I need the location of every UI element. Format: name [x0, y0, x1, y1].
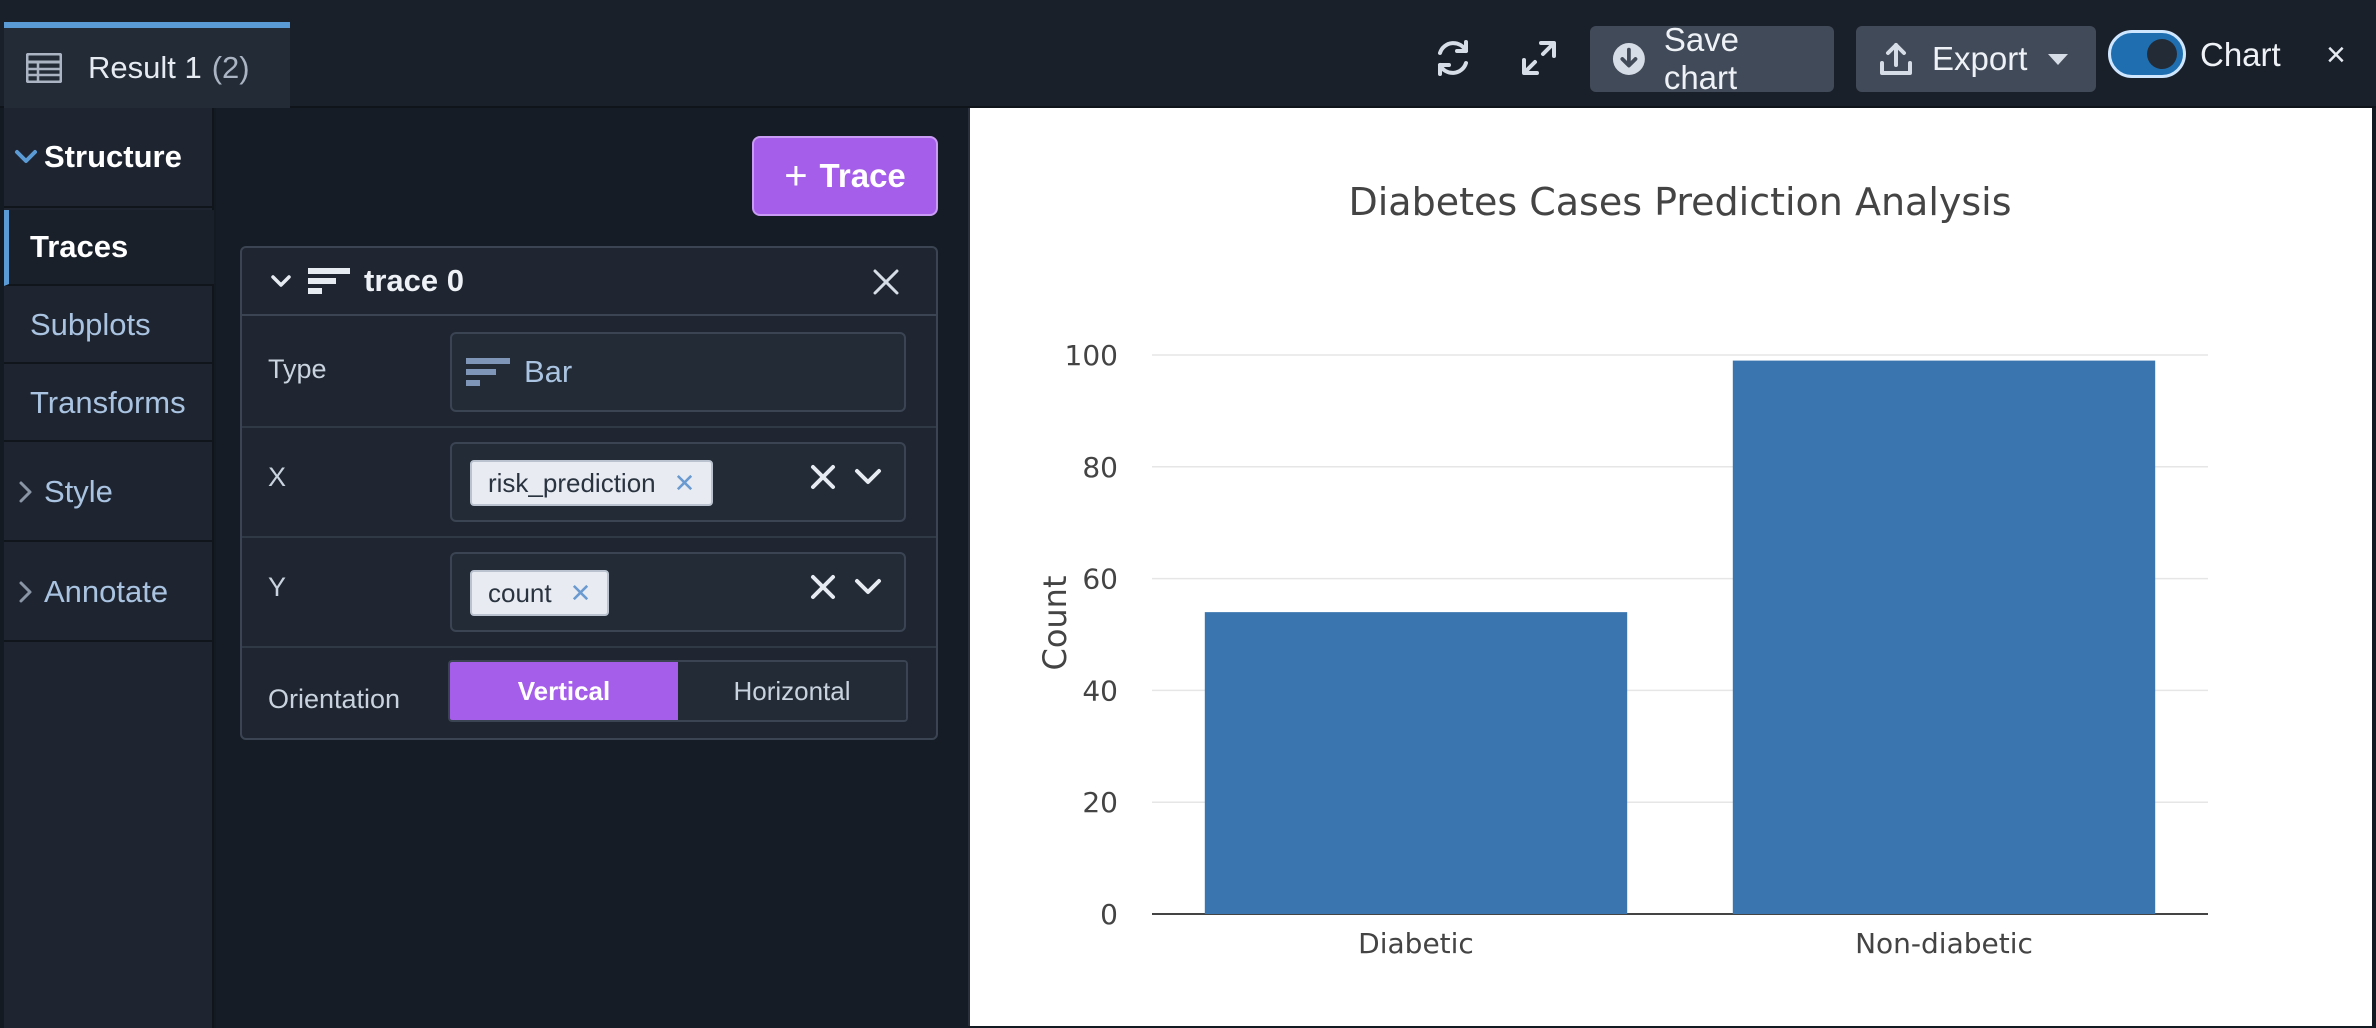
sidebar-structure-label: Structure — [44, 139, 182, 174]
download-circle-icon — [1612, 43, 1645, 75]
clear-icon[interactable] — [810, 464, 836, 490]
chip-remove-icon[interactable]: ✕ — [673, 467, 696, 498]
expand-button[interactable] — [1511, 30, 1567, 86]
type-label: Type — [268, 354, 327, 384]
bar-chart-horizontal-icon — [308, 268, 350, 294]
close-icon[interactable]: × — [2326, 36, 2346, 74]
sidebar-section-annotate[interactable]: Annotate — [4, 544, 214, 642]
sidebar-annotate-label: Annotate — [44, 574, 169, 609]
orientation-vertical[interactable]: Vertical — [450, 662, 678, 720]
sidebar-item-transforms[interactable]: Transforms — [4, 366, 214, 442]
chevron-down-icon — [15, 150, 37, 163]
export-label: Export — [1932, 40, 2028, 77]
type-value: Bar — [524, 354, 573, 389]
x-tick-labels: Diabetic Non-diabetic — [1358, 927, 2033, 960]
trace-header[interactable]: trace 0 — [242, 248, 936, 316]
toggle-knob — [2147, 39, 2177, 69]
chart-title: Diabetes Cases Prediction Analysis — [1348, 180, 2011, 224]
y-axis-label: Count — [1036, 575, 1074, 670]
top-bar: Result 1 (2) Save chart — [0, 0, 2376, 108]
y-tick-label: 80 — [1082, 451, 1118, 484]
x-label: X — [268, 462, 287, 492]
bar-diabetic[interactable] — [1204, 612, 1628, 914]
trace-name: trace 0 — [364, 263, 464, 298]
sidebar-style-label: Style — [44, 474, 113, 509]
export-button[interactable]: Export — [1856, 26, 2096, 92]
y-tick-labels: 0 20 40 60 80 100 — [1065, 339, 1118, 931]
trace-card: trace 0 Type Bar X risk_p — [240, 246, 938, 740]
x-column-select[interactable]: risk_prediction ✕ — [450, 442, 906, 522]
upload-icon — [1880, 43, 1912, 75]
y-label: Y — [268, 572, 287, 602]
y-tick-label: 60 — [1082, 563, 1118, 596]
chart-pane: Diabetes Cases Prediction Analysis Count… — [968, 108, 2372, 1026]
y-value: count — [488, 577, 552, 608]
result-tab[interactable]: Result 1 (2) — [4, 22, 290, 108]
y-tick-label: 20 — [1082, 786, 1118, 819]
chevron-down-icon[interactable] — [854, 468, 882, 486]
bar-non-diabetic[interactable] — [1732, 360, 2156, 915]
chart-bars — [1204, 360, 2156, 915]
save-chart-button[interactable]: Save chart — [1590, 21, 1834, 96]
sidebar-item-label: Transforms — [30, 385, 186, 420]
sidebar: Structure Traces Subplots Transforms Sty… — [4, 108, 214, 1028]
chip-remove-icon[interactable]: ✕ — [569, 577, 592, 608]
orientation-row: Orientation Vertical Horizontal — [242, 648, 936, 738]
add-trace-label: Trace — [819, 157, 906, 194]
sidebar-item-label: Subplots — [30, 307, 151, 342]
bar-chart-horizontal-icon — [466, 358, 510, 386]
y-tick-label: 100 — [1065, 339, 1118, 372]
type-row: Type Bar — [242, 318, 936, 428]
y-value-chip: count ✕ — [470, 570, 610, 616]
tab-title: Result 1 — [88, 50, 202, 85]
y-row: Y count ✕ — [242, 538, 936, 648]
sidebar-item-subplots[interactable]: Subplots — [4, 288, 214, 364]
orientation-horizontal[interactable]: Horizontal — [678, 662, 906, 720]
orientation-toggle: Vertical Horizontal — [448, 660, 908, 722]
clear-icon[interactable] — [810, 574, 836, 600]
chevron-right-icon — [19, 481, 32, 503]
caret-down-icon — [2048, 54, 2069, 65]
type-selector[interactable]: Bar — [450, 332, 906, 412]
x-row: X risk_prediction ✕ — [242, 428, 936, 538]
chevron-down-icon — [271, 275, 291, 287]
orientation-label: Orientation — [268, 684, 401, 714]
refresh-button[interactable] — [1425, 30, 1481, 86]
chevron-right-icon — [19, 581, 32, 603]
x-tick-label: Diabetic — [1358, 927, 1474, 960]
tab-count: (2) — [211, 50, 250, 85]
sidebar-item-traces[interactable]: Traces — [4, 210, 214, 286]
chart-toggle-label: Chart — [2200, 36, 2281, 73]
close-icon[interactable] — [872, 268, 900, 296]
y-column-select[interactable]: count ✕ — [450, 552, 906, 632]
x-tick-label: Non-diabetic — [1855, 927, 2033, 960]
y-tick-label: 0 — [1100, 898, 1118, 931]
add-trace-button[interactable]: + Trace — [752, 136, 938, 216]
table-icon — [26, 53, 62, 83]
x-value: risk_prediction — [488, 467, 656, 498]
expand-icon — [1522, 41, 1556, 75]
chart-toggle[interactable] — [2108, 30, 2186, 78]
sidebar-section-structure[interactable]: Structure — [4, 108, 214, 208]
x-value-chip: risk_prediction ✕ — [470, 460, 714, 506]
refresh-icon — [1438, 40, 1468, 76]
chevron-down-icon[interactable] — [854, 578, 882, 596]
plus-icon: + — [784, 153, 808, 198]
bar-chart: Diabetes Cases Prediction Analysis Count… — [1036, 180, 2208, 960]
save-chart-label: Save chart — [1663, 21, 1740, 96]
trace-editor-panel: + Trace trace 0 Type — [216, 108, 968, 1028]
y-tick-label: 40 — [1082, 674, 1118, 707]
sidebar-item-label: Traces — [30, 229, 129, 264]
sidebar-section-style[interactable]: Style — [4, 444, 214, 542]
